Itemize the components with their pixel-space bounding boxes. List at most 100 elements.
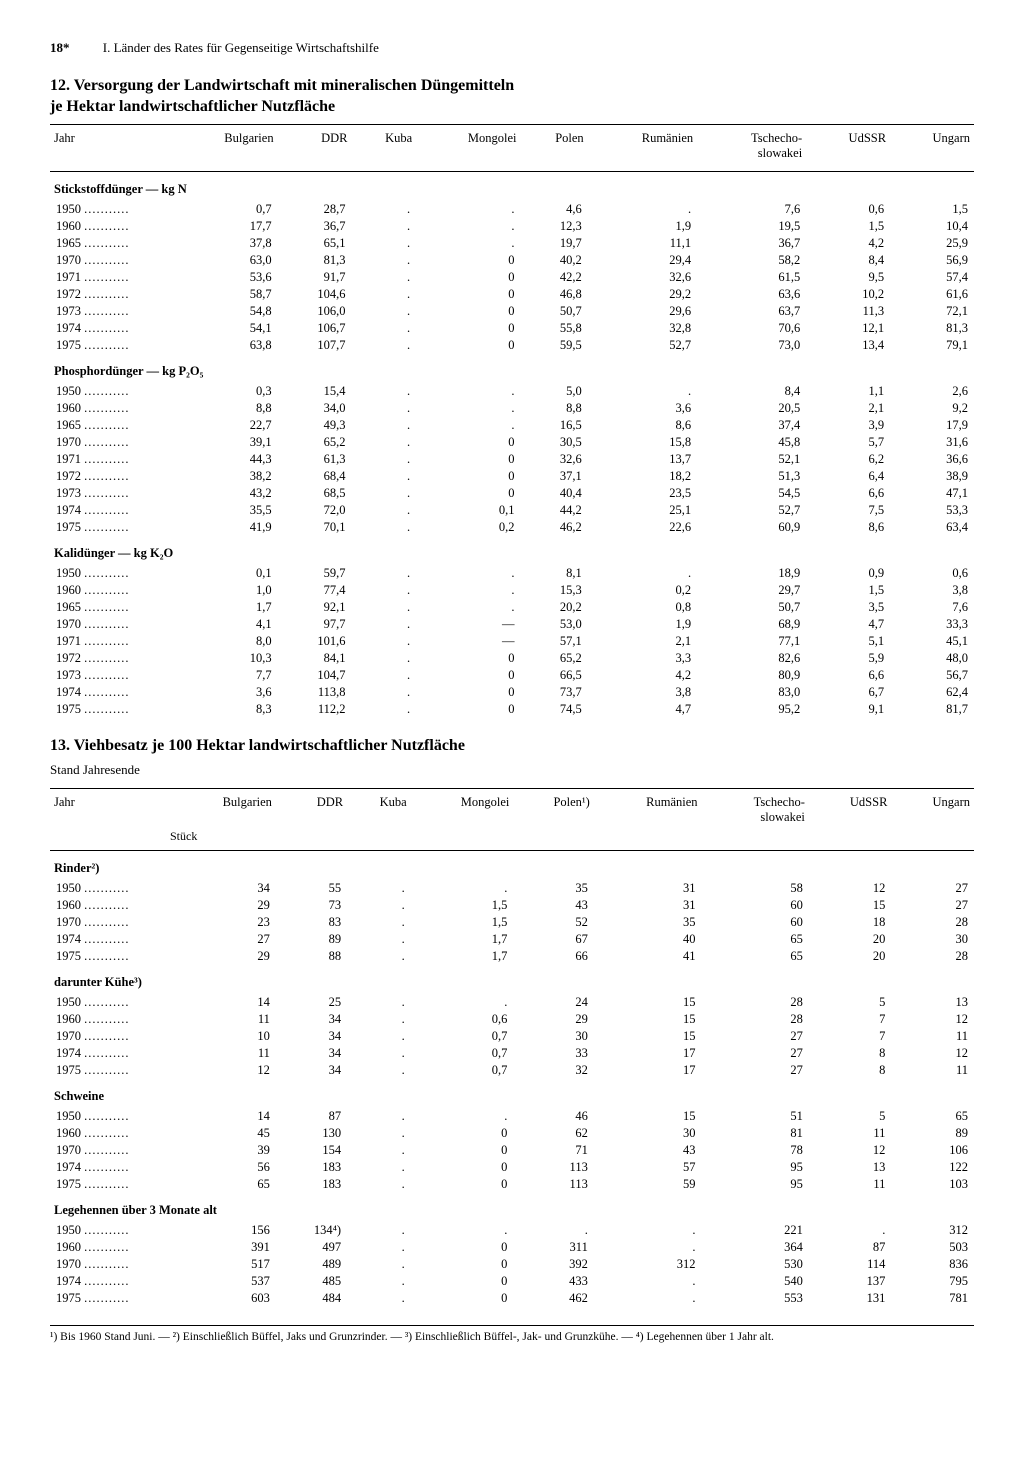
data-cell: 15 (594, 994, 702, 1011)
table-row: 1971 ...........53,691,7.042,232,661,59,… (50, 269, 974, 286)
year-cell: 1972 ........... (50, 286, 172, 303)
data-cell: 12 (809, 1142, 892, 1159)
data-cell: 8,6 (588, 417, 697, 434)
table-row: 1950 ...........0,728,7..4,6.7,60,61,5 (50, 201, 974, 218)
data-cell: 22,7 (172, 417, 278, 434)
data-cell: . (347, 1159, 411, 1176)
data-cell: 7 (809, 1028, 892, 1045)
table-row: 1950 ...........1425..241528513 (50, 994, 974, 1011)
group-header-row: Rinder²) (50, 851, 974, 881)
data-cell: 537 (172, 1273, 276, 1290)
data-cell: 113,8 (278, 684, 352, 701)
data-cell: 7 (809, 1011, 892, 1028)
data-cell: 58,7 (172, 286, 278, 303)
data-cell: 15 (594, 1011, 702, 1028)
data-cell: 27 (891, 880, 974, 897)
data-cell: 29,7 (697, 582, 806, 599)
data-cell: 16,5 (520, 417, 587, 434)
data-cell: . (347, 1239, 411, 1256)
data-cell: 11 (809, 1125, 892, 1142)
year-cell: 1965 ........... (50, 235, 172, 252)
data-cell: . (588, 565, 697, 582)
data-cell: 11 (891, 1028, 974, 1045)
year-cell: 1970 ........... (50, 1256, 172, 1273)
data-cell: . (416, 383, 520, 400)
data-cell: 35 (513, 880, 593, 897)
data-cell: 48,0 (890, 650, 974, 667)
data-cell: 36,6 (890, 451, 974, 468)
data-cell: 0 (411, 1125, 514, 1142)
data-cell: 15 (594, 1028, 702, 1045)
data-cell: 20,5 (697, 400, 806, 417)
data-cell: . (594, 1290, 702, 1307)
data-cell: 57 (594, 1159, 702, 1176)
data-cell: 0,2 (416, 519, 520, 536)
data-cell: 497 (276, 1239, 347, 1256)
data-cell: 364 (702, 1239, 809, 1256)
data-cell: 6,6 (806, 667, 890, 684)
data-cell: 2,1 (588, 633, 697, 650)
data-cell: 44,3 (172, 451, 278, 468)
data-cell: 131 (809, 1290, 892, 1307)
year-cell: 1973 ........... (50, 303, 172, 320)
data-cell: . (594, 1273, 702, 1290)
table13-subtitle: Stand Jahresende (50, 762, 974, 778)
group-header-row: darunter Kühe³) (50, 965, 974, 994)
data-cell: 12 (891, 1011, 974, 1028)
data-cell: 42,2 (520, 269, 587, 286)
data-cell: 11,1 (588, 235, 697, 252)
data-cell: 34 (276, 1062, 347, 1079)
data-cell: . (352, 235, 417, 252)
data-cell: 5,9 (806, 650, 890, 667)
data-cell: 23,5 (588, 485, 697, 502)
data-cell: 33 (513, 1045, 593, 1062)
data-cell: 10,4 (890, 218, 974, 235)
data-cell: 33,3 (890, 616, 974, 633)
data-cell: 19,7 (520, 235, 587, 252)
data-cell: . (352, 565, 417, 582)
data-cell: . (411, 1108, 514, 1125)
data-cell: 72,0 (278, 502, 352, 519)
data-cell: 13,7 (588, 451, 697, 468)
data-cell: 540 (702, 1273, 809, 1290)
column-header: Kuba (347, 789, 411, 829)
data-cell: 32 (513, 1062, 593, 1079)
data-cell: 5,7 (806, 434, 890, 451)
data-cell: 68,5 (278, 485, 352, 502)
data-cell: 17,7 (172, 218, 278, 235)
data-cell: 503 (891, 1239, 974, 1256)
data-cell: 28 (891, 914, 974, 931)
data-cell: 5 (809, 1108, 892, 1125)
year-cell: 1950 ........... (50, 880, 172, 897)
table-row: 1974 ...........537485.0433.540137795 (50, 1273, 974, 1290)
data-cell: 28 (891, 948, 974, 965)
data-cell: 9,1 (806, 701, 890, 718)
data-cell: 51,3 (697, 468, 806, 485)
data-cell: . (352, 667, 417, 684)
data-cell: . (352, 582, 417, 599)
data-cell: 8,0 (172, 633, 278, 650)
data-cell: . (347, 1125, 411, 1142)
data-cell: 34 (276, 1028, 347, 1045)
data-cell: 71 (513, 1142, 593, 1159)
year-cell: 1960 ........... (50, 897, 172, 914)
data-cell: 59,7 (278, 565, 352, 582)
data-cell: 12 (172, 1062, 276, 1079)
data-cell: 20,2 (520, 599, 587, 616)
data-cell: 13 (891, 994, 974, 1011)
data-cell: 3,9 (806, 417, 890, 434)
year-cell: 1975 ........... (50, 948, 172, 965)
data-cell: 0,7 (411, 1028, 514, 1045)
data-cell: . (352, 701, 417, 718)
data-cell: 39,1 (172, 434, 278, 451)
data-cell: 1,1 (806, 383, 890, 400)
data-cell: 13 (809, 1159, 892, 1176)
year-cell: 1975 ........... (50, 1062, 172, 1079)
data-cell: 32,6 (520, 451, 587, 468)
data-cell: . (352, 286, 417, 303)
group-header-row: Legehennen über 3 Monate alt (50, 1193, 974, 1222)
data-cell: 78 (702, 1142, 809, 1159)
data-cell: 43 (594, 1142, 702, 1159)
table-row: 1950 ...........0,315,4..5,0.8,41,12,6 (50, 383, 974, 400)
data-cell: . (352, 218, 417, 235)
